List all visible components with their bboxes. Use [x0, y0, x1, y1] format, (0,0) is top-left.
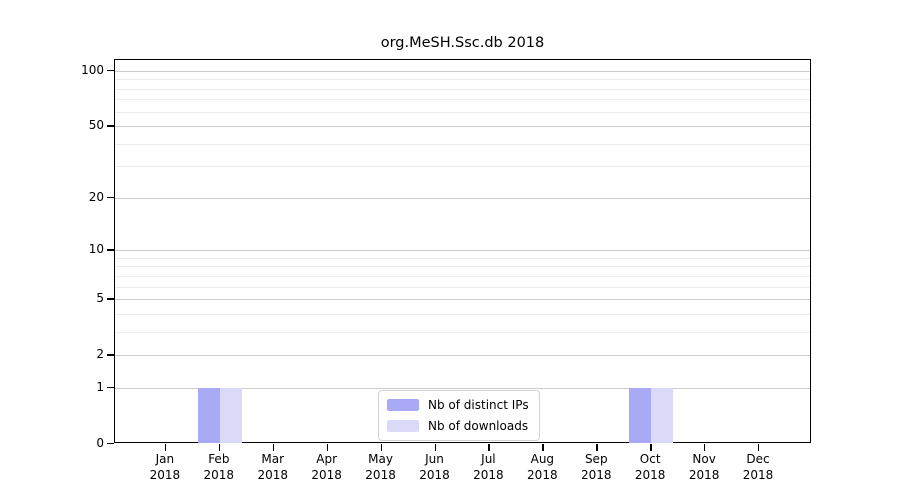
y-tick — [107, 354, 114, 356]
y-tick-label: 5 — [96, 291, 104, 306]
bar-oct-distinct-ips — [629, 387, 652, 443]
minor-gridline — [115, 166, 810, 168]
y-tick — [107, 386, 114, 389]
month-label: Aug — [530, 452, 555, 466]
distinct-ips-swatch — [387, 399, 419, 411]
minor-gridline — [115, 275, 810, 277]
year-label: 2018 — [473, 467, 504, 482]
major-gridline — [115, 126, 810, 128]
legend-label-downloads: Nb of downloads — [428, 419, 529, 433]
plot-area — [114, 59, 811, 443]
y-tick-label: 0 — [96, 436, 104, 450]
legend-item-downloads: Nb of downloads — [387, 417, 529, 435]
x-tick — [326, 444, 329, 451]
x-tick — [380, 444, 382, 451]
major-gridline — [115, 250, 810, 252]
bar-feb-downloads — [219, 387, 242, 443]
x-tick-label: Jan 2018 — [137, 452, 193, 483]
x-tick-label: Dec 2018 — [730, 452, 786, 483]
bar-oct-downloads — [651, 387, 674, 443]
x-tick-label: Sep 2018 — [568, 452, 624, 483]
y-tick — [107, 70, 114, 72]
month-label: Jul — [481, 452, 496, 466]
month-label: Jun — [425, 452, 444, 466]
bar-feb-distinct-ips — [197, 387, 220, 443]
major-gridline — [115, 71, 810, 72]
year-label: 2018 — [742, 467, 774, 482]
year-label: 2018 — [311, 467, 342, 482]
x-tick-label: May 2018 — [353, 452, 409, 483]
y-tick — [107, 125, 114, 127]
month-label: Oct — [639, 452, 661, 466]
y-tick — [107, 196, 114, 199]
month-label: Dec — [746, 452, 770, 466]
month-label: Mar — [261, 452, 285, 466]
y-tick-label: 100 — [81, 63, 104, 77]
x-tick-label: Mar 2018 — [245, 452, 301, 483]
minor-gridline — [115, 111, 810, 113]
month-label: Nov — [692, 452, 716, 466]
month-label: Apr — [316, 452, 338, 466]
x-tick — [488, 444, 490, 451]
chart-title: org.MeSH.Ssc.db 2018 — [380, 35, 545, 51]
major-gridline — [115, 299, 810, 301]
major-gridline — [115, 355, 810, 357]
y-tick-label: 2 — [96, 347, 104, 362]
y-tick-label: 50 — [88, 118, 104, 133]
minor-gridline — [115, 79, 810, 81]
x-tick-label: Jul 2018 — [460, 452, 516, 483]
minor-gridline — [115, 286, 810, 288]
y-tick — [107, 249, 114, 251]
y-tick — [107, 443, 114, 445]
minor-gridline — [115, 143, 810, 145]
month-label: May — [368, 452, 393, 466]
minor-gridline — [115, 331, 810, 333]
downloads-swatch — [387, 420, 419, 432]
x-tick — [596, 444, 598, 451]
major-gridline — [115, 197, 810, 199]
x-tick-label: Apr 2018 — [299, 452, 355, 483]
x-tick-label: Nov 2018 — [676, 452, 732, 483]
year-label: 2018 — [149, 467, 181, 482]
x-tick-label: Feb 2018 — [191, 452, 247, 483]
x-tick — [704, 444, 706, 451]
x-tick — [272, 444, 275, 451]
x-tick-label: Oct 2018 — [622, 452, 678, 483]
minor-gridline — [115, 257, 810, 259]
major-gridline — [115, 387, 810, 389]
year-label: 2018 — [688, 467, 720, 482]
minor-gridline — [115, 313, 810, 315]
y-tick — [107, 298, 114, 300]
year-label: 2018 — [634, 467, 666, 482]
year-label: 2018 — [580, 467, 612, 482]
year-label: 2018 — [257, 467, 288, 482]
x-tick — [434, 444, 436, 451]
legend-label-distinct-ips: Nb of distinct IPs — [428, 398, 529, 412]
month-label: Feb — [208, 452, 230, 466]
year-label: 2018 — [203, 467, 235, 482]
y-tick-label: 10 — [88, 242, 104, 257]
x-tick — [218, 444, 221, 451]
month-label: Jan — [155, 452, 175, 466]
year-label: 2018 — [419, 467, 450, 482]
month-label: Sep — [584, 452, 608, 466]
y-tick-label: 20 — [88, 189, 104, 204]
year-label: 2018 — [365, 467, 396, 482]
legend-item-distinct-ips: Nb of distinct IPs — [387, 396, 529, 414]
x-tick — [758, 444, 760, 451]
x-tick — [542, 444, 544, 451]
y-tick-label: 1 — [96, 379, 104, 394]
minor-gridline — [115, 99, 810, 101]
x-tick-label: Jun 2018 — [407, 452, 463, 483]
year-label: 2018 — [527, 467, 558, 482]
minor-gridline — [115, 266, 810, 268]
x-tick-label: Aug 2018 — [514, 452, 570, 483]
x-tick — [164, 444, 167, 451]
legend: Nb of distinct IPs Nb of downloads — [378, 390, 540, 441]
minor-gridline — [115, 88, 810, 90]
x-tick — [650, 444, 652, 451]
